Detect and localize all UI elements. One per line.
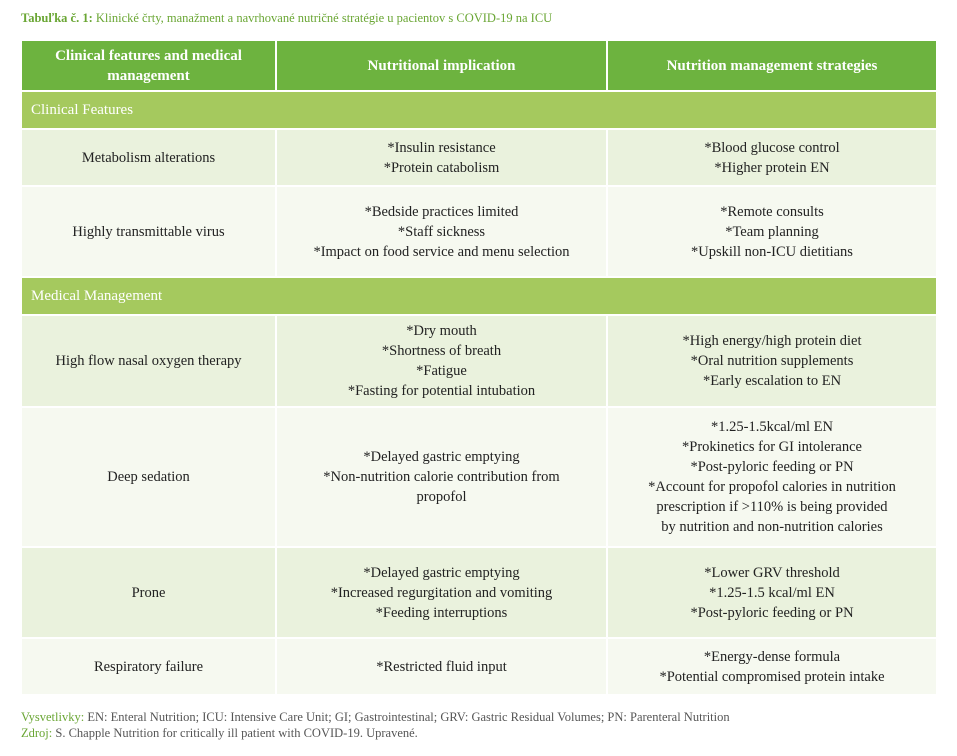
table-caption: Tabuľka č. 1: Klinické črty, manažment a… [21, 11, 552, 26]
implication-cell: *Delayed gastric emptying *Increased regu… [275, 546, 608, 639]
header-nutritional-implication: Nutritional implication [275, 39, 608, 92]
header-row: Clinical features and medical management… [20, 39, 938, 92]
section-row-clinical: Clinical Features [20, 90, 938, 130]
feature-cell: Prone [20, 546, 277, 639]
feature-label: Highly transmittable virus [72, 223, 225, 240]
strategy-line: *Early escalation to EN [702, 373, 842, 389]
strategy-line: *Lower GRV threshold [704, 564, 840, 581]
implication-line: *Bedside practices limited [364, 203, 519, 220]
strategy-line: *1.25-1.5 kcal/ml EN [709, 584, 835, 601]
header-nutrition-strategies: Nutrition management strategies [606, 39, 938, 92]
source-text: S. Chapple Nutrition for critically ill … [55, 726, 418, 740]
strategy-line: *Higher protein EN [714, 159, 830, 176]
footer-source: Zdroj: S. Chapple Nutrition for critical… [21, 726, 418, 741]
feature-label: Prone [131, 584, 166, 601]
strategies-cell: *Remote consults *Team planning *Upskill n… [606, 185, 938, 278]
implication-line: *Non-nutrition calorie contribution from [323, 469, 560, 485]
strategies-cell: *1.25-1.5kcal/ml EN *Prokinetics for GI i… [606, 406, 938, 548]
implication-cell: *Bedside practices limited *Staff sicknes… [275, 185, 608, 278]
implication-cell: *Insulin resistance *Protein catabolism [275, 128, 608, 187]
implication-line: *Feeding interruptions [375, 604, 508, 621]
implication-line: *Delayed gastric emptying [363, 449, 520, 465]
caption-lead: Tabuľka č. 1: [21, 11, 93, 25]
strategies-cell: *Lower GRV threshold *1.25-1.5 kcal/ml EN… [606, 546, 938, 639]
strategies-cell: *Energy-dense formula *Potential compromi… [606, 637, 938, 696]
table-row: Highly transmittable virus *Bedside prac… [20, 185, 938, 278]
nutrition-table: Clinical features and medical management… [20, 39, 938, 696]
implication-line: *Shortness of breath [381, 343, 502, 359]
strategy-line: *Potential compromised protein intake [659, 668, 885, 685]
implication-cell: *Dry mouth *Shortness of breath *Fatigue *F… [275, 314, 608, 408]
strategies-cell: *High energy/high protein diet *Oral nutr… [606, 314, 938, 408]
feature-cell: Deep sedation [20, 406, 277, 548]
implication-line: *Fasting for potential intubation [347, 383, 536, 399]
feature-label: Deep sedation [107, 469, 190, 485]
source-label: Zdroj: [21, 726, 53, 740]
caption-text: Klinické črty, manažment a navrhované nu… [95, 11, 553, 25]
strategies-cell: *Blood glucose control *Higher protein EN [606, 128, 938, 187]
table-row: Prone *Delayed gastric emptying *Increase… [20, 546, 938, 639]
table-row: Respiratory failure *Restricted fluid in… [20, 637, 938, 696]
strategy-line: *Blood glucose control [704, 139, 840, 156]
strategy-line: prescription if >110% is being provided [656, 499, 888, 515]
implication-line: *Staff sickness [397, 223, 486, 240]
section-clinical-features: Clinical Features [20, 90, 938, 130]
implication-line: *Dry mouth [406, 323, 477, 339]
strategy-line: *Energy-dense formula [703, 648, 841, 665]
header-clinical-features: Clinical features and medical management [20, 39, 277, 92]
feature-label: High flow nasal oxygen therapy [55, 353, 242, 369]
section-row-medical: Medical Management [20, 276, 938, 316]
implication-cell: *Delayed gastric emptying *Non-nutrition … [275, 406, 608, 548]
strategy-line: *Upskill non-ICU dietitians [691, 243, 853, 260]
table-row: Metabolism alterations *Insulin resistan… [20, 128, 938, 187]
implication-line: *Impact on food service and menu selecti… [313, 243, 570, 260]
section-medical-management: Medical Management [20, 276, 938, 316]
feature-cell: High flow nasal oxygen therapy [20, 314, 277, 408]
feature-cell: Respiratory failure [20, 637, 277, 696]
strategy-line: *Post-pyloric feeding or PN [690, 459, 854, 475]
implication-line: *Insulin resistance [387, 139, 496, 156]
feature-cell: Highly transmittable virus [20, 185, 277, 278]
strategy-line: *Account for propofol calories in nutrit… [648, 479, 896, 495]
strategy-line: *Team planning [725, 223, 819, 240]
table-row: High flow nasal oxygen therapy *Dry mout… [20, 314, 938, 408]
strategy-line: *1.25-1.5kcal/ml EN [710, 419, 834, 435]
table-row: Deep sedation *Delayed gastric emptying *… [20, 406, 938, 548]
strategy-line: *Prokinetics for GI intolerance [682, 439, 862, 455]
feature-label: Respiratory failure [93, 658, 204, 675]
strategy-line: *Post-pyloric feeding or PN [690, 604, 854, 621]
strategy-line: *High energy/high protein diet [682, 333, 862, 349]
strategy-line: *Oral nutrition supplements [690, 353, 854, 369]
implication-line: *Restricted fluid input [376, 658, 507, 675]
implication-line: *Increased regurgitation and vomiting [330, 584, 553, 601]
implication-cell: *Restricted fluid input [275, 637, 608, 696]
implication-line: *Fatigue [416, 363, 467, 379]
implication-line: *Protein catabolism [383, 159, 500, 176]
feature-cell: Metabolism alterations [20, 128, 277, 187]
implication-line: propofol [416, 489, 467, 505]
feature-label: Metabolism alterations [81, 149, 216, 166]
footer-notes: Vysvetlivky: EN: Enteral Nutrition; ICU:… [21, 710, 730, 725]
notes-text: EN: Enteral Nutrition; ICU: Intensive Ca… [87, 710, 730, 724]
strategy-line: by nutrition and non-nutrition calories [661, 519, 883, 535]
implication-line: *Delayed gastric emptying [363, 564, 520, 581]
strategy-line: *Remote consults [720, 203, 824, 220]
notes-label: Vysvetlivky: [21, 710, 85, 724]
